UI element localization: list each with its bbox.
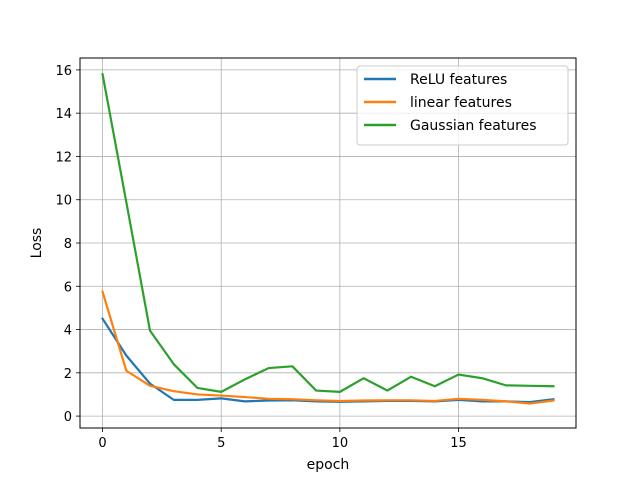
y-tick-label: 6 xyxy=(64,280,72,295)
y-tick-label: 2 xyxy=(64,367,72,382)
series-lines xyxy=(101,72,555,405)
x-tick-label: 0 xyxy=(98,436,106,451)
y-tick-label: 10 xyxy=(55,194,72,209)
y-axis-label: Loss xyxy=(29,228,45,259)
x-tick-label: 5 xyxy=(217,436,225,451)
series-line-linear xyxy=(101,290,555,405)
y-tick-label: 4 xyxy=(64,324,72,339)
legend-box xyxy=(356,65,569,146)
y-tick-label: 16 xyxy=(55,64,72,79)
legend-entry-relu: ReLU features xyxy=(410,72,507,88)
legend: ReLU features linear features Gaussian f… xyxy=(356,65,569,146)
y-tick-label: 8 xyxy=(64,237,72,252)
ticks: 0 5 10 15 0 2 4 6 8 10 12 14 16 xyxy=(55,64,466,451)
y-tick-label: 14 xyxy=(55,107,72,122)
y-tick-label: 0 xyxy=(64,410,72,425)
series-line-gaussian xyxy=(101,72,555,393)
x-tick-label: 10 xyxy=(332,436,349,451)
legend-entry-gaussian: Gaussian features xyxy=(410,118,537,134)
x-tick-label: 15 xyxy=(450,436,467,451)
legend-entry-linear: linear features xyxy=(410,95,512,111)
y-tick-label: 12 xyxy=(55,150,72,165)
grid xyxy=(80,58,576,428)
x-axis-label: epoch xyxy=(307,457,350,473)
